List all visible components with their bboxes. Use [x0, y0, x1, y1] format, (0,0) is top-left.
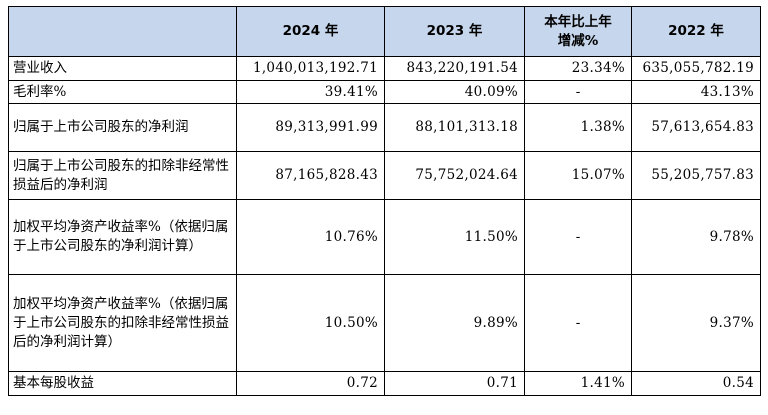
cell-2024: 89,313,991.99 — [236, 103, 385, 152]
financial-summary-table: 2024 年 2023 年 本年比上年 增减% 2022 年 营业收入 1,04… — [8, 6, 761, 396]
cell-2024: 87,165,828.43 — [236, 151, 385, 200]
cell-2023: 75,752,024.64 — [384, 151, 525, 200]
header-2022: 2022 年 — [631, 6, 761, 57]
header-2023: 2023 年 — [384, 6, 525, 57]
table-header-row: 2024 年 2023 年 本年比上年 增减% 2022 年 — [8, 6, 761, 57]
cell-2023: 9.89% — [384, 274, 525, 372]
cell-change: - — [524, 274, 632, 372]
cell-2022: 9.78% — [631, 199, 761, 275]
cell-2022: 0.54 — [631, 371, 761, 396]
cell-2022: 9.37% — [631, 274, 761, 372]
table-row: 加权平均净资产收益率%（依据归属于上市公司股东的扣除非经常性损益后的净利润计算）… — [8, 274, 761, 372]
cell-2023: 0.71 — [384, 371, 525, 396]
cell-2024: 1,040,013,192.71 — [236, 56, 385, 81]
cell-change: - — [524, 80, 632, 104]
cell-2022: 55,205,757.83 — [631, 151, 761, 200]
row-label: 归属于上市公司股东的扣除非经常性损益后的净利润 — [8, 151, 237, 200]
table-row: 归属于上市公司股东的扣除非经常性损益后的净利润 87,165,828.43 75… — [8, 151, 761, 200]
cell-change: 1.38% — [524, 103, 632, 152]
table-row: 营业收入 1,040,013,192.71 843,220,191.54 23.… — [8, 56, 761, 81]
row-label: 基本每股收益 — [8, 371, 237, 396]
row-label: 归属于上市公司股东的净利润 — [8, 103, 237, 152]
cell-2023: 88,101,313.18 — [384, 103, 525, 152]
cell-2023: 11.50% — [384, 199, 525, 275]
cell-2024: 10.76% — [236, 199, 385, 275]
row-label: 加权平均净资产收益率%（依据归属于上市公司股东的扣除非经常性损益后的净利润计算） — [8, 274, 237, 372]
table-row: 基本每股收益 0.72 0.71 1.41% 0.54 — [8, 371, 761, 396]
header-2024: 2024 年 — [236, 6, 385, 57]
cell-2022: 57,613,654.83 — [631, 103, 761, 152]
cell-change: 1.41% — [524, 371, 632, 396]
header-item-column — [8, 6, 237, 57]
cell-change: 23.34% — [524, 56, 632, 81]
row-label: 加权平均净资产收益率%（依据归属于上市公司股东的净利润计算） — [8, 199, 237, 275]
table-row: 加权平均净资产收益率%（依据归属于上市公司股东的净利润计算） 10.76% 11… — [8, 199, 761, 275]
row-label: 毛利率% — [8, 80, 237, 104]
cell-2022: 635,055,782.19 — [631, 56, 761, 81]
cell-2024: 39.41% — [236, 80, 385, 104]
cell-2024: 10.50% — [236, 274, 385, 372]
cell-2024: 0.72 — [236, 371, 385, 396]
cell-2022: 43.13% — [631, 80, 761, 104]
header-change-line2: 增减% — [557, 32, 599, 49]
table-row: 毛利率% 39.41% 40.09% - 43.13% — [8, 80, 761, 104]
cell-2023: 843,220,191.54 — [384, 56, 525, 81]
header-change: 本年比上年 增减% — [524, 6, 632, 57]
header-change-line1: 本年比上年 — [544, 13, 612, 30]
cell-change: - — [524, 199, 632, 275]
table-row: 归属于上市公司股东的净利润 89,313,991.99 88,101,313.1… — [8, 103, 761, 152]
cell-change: 15.07% — [524, 151, 632, 200]
row-label: 营业收入 — [8, 56, 237, 81]
cell-2023: 40.09% — [384, 80, 525, 104]
